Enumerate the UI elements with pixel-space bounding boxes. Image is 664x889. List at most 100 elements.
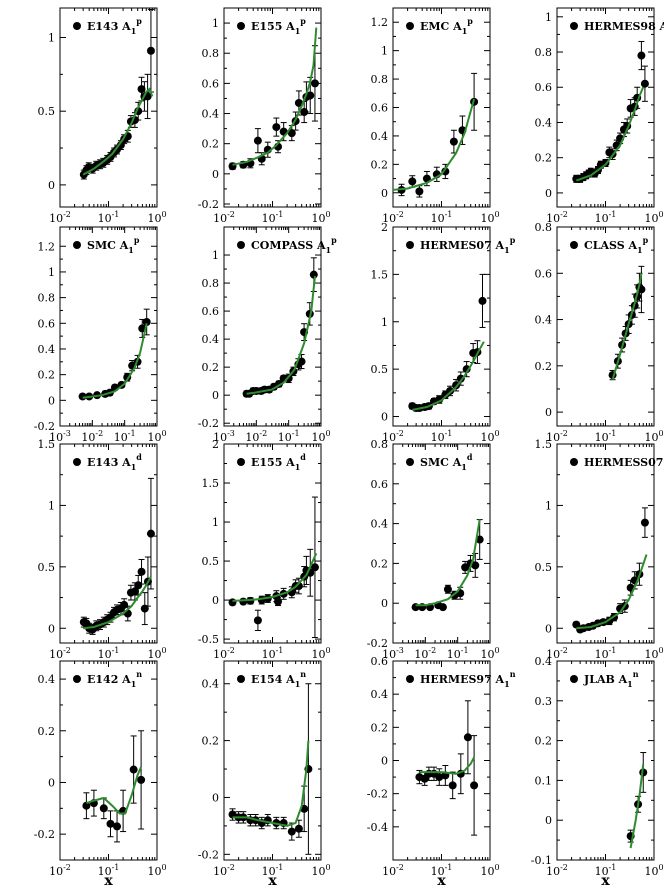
panel-15: 10-2 10-1 100 -0.4 -0.2 0 0.2 0.4 0.6 HERMES97 A1…: [367, 655, 516, 889]
x-tick-label: 10-1: [431, 210, 453, 225]
data-point: [446, 386, 455, 395]
x-tick-label: 10-2: [546, 210, 568, 225]
x-tick-label: 100: [480, 646, 499, 661]
panel-11: 10-3 10-2 10-1 100 -0.2 0 0.2 0.4 0.6 0.8 SMC A1d: [367, 438, 500, 661]
data-point: [137, 775, 146, 784]
y-tick-label: 0.8: [202, 277, 220, 290]
plot-content: [608, 265, 646, 381]
x-tick-label: 10-2: [382, 863, 404, 878]
panel-7: 10-2 10-1 100 0 0.5 1 1.5 2 HERMES07 A1p: [371, 221, 516, 444]
data-point: [294, 98, 303, 107]
y-tick-label: -0.4: [367, 821, 388, 834]
x-tick-label: 10-2: [81, 429, 103, 444]
plot-content: [79, 8, 155, 180]
plot-content: [626, 752, 648, 849]
x-tick-label: 10-1: [114, 429, 136, 444]
plot-frame: [59, 226, 158, 427]
y-tick-label: 0: [545, 814, 552, 827]
data-point: [478, 296, 487, 305]
y-tick-label: -0.2: [198, 848, 219, 861]
x-tick-label: 10-1: [262, 646, 284, 661]
x-tick-label: 100: [480, 863, 499, 878]
y-tick-label: 1: [545, 499, 552, 512]
y-tick-label: 0.5: [38, 105, 56, 118]
y-tick-label: 0.3: [535, 695, 553, 708]
legend-marker: [237, 675, 245, 683]
data-point: [99, 804, 108, 813]
legend-label: E154 A1n: [251, 669, 306, 689]
legend-label: SMC A1d: [420, 452, 473, 472]
x-tick-label: 100: [147, 863, 166, 878]
legend-marker: [237, 241, 245, 249]
y-tick-label: -0.2: [34, 828, 55, 841]
x-tick-label: 10-1: [595, 863, 617, 878]
legend-label: HERMES98 A1p: [584, 16, 664, 36]
y-tick-label: 0.2: [202, 138, 220, 151]
x-tick-label: 10-2: [213, 646, 235, 661]
y-tick-label: 0.2: [202, 361, 220, 374]
y-tick-label: 0: [212, 594, 219, 607]
x-tick-label: 10-2: [414, 646, 436, 661]
data-point: [253, 616, 262, 625]
x-tick-label: 100: [311, 429, 330, 444]
plot-frame: [223, 226, 322, 427]
panel-1: 10-2 10-1 100 0 0.5 1 E143 A1p: [38, 7, 167, 225]
y-tick-label: 0.5: [371, 363, 389, 376]
fit-curve: [575, 86, 645, 182]
legend-marker: [73, 458, 81, 466]
fit-curve: [629, 764, 645, 849]
y-tick-label: 0.4: [202, 108, 220, 121]
panel-13: 10-2 10-1 100 -0.2 0 0.2 0.4 E142 A1n x: [34, 660, 167, 889]
x-tick-label: 10-3: [213, 429, 235, 444]
panel-9: 10-2 10-1 100 0 0.5 1 1.5 E143 A1d: [38, 438, 167, 661]
data-point: [113, 822, 122, 831]
data-point: [470, 781, 479, 790]
x-tick-label: 100: [644, 646, 663, 661]
legend-label: EMC A1p: [420, 16, 473, 36]
plot-content: [228, 27, 319, 171]
y-tick-label: 0: [48, 394, 55, 407]
x-tick-label: 10-2: [49, 863, 71, 878]
x-tick-label: 100: [480, 210, 499, 225]
x-tick-label: 10-2: [49, 210, 71, 225]
y-tick-label: 0: [212, 389, 219, 402]
x-tick-label: 10-2: [213, 863, 235, 878]
panel-4: 10-2 10-1 100 0 0.2 0.4 0.6 0.8 1 HERMES98 A1p: [535, 7, 664, 225]
plot-content: [415, 700, 479, 836]
data-point: [441, 167, 450, 176]
y-tick-label: 0.2: [371, 158, 389, 171]
y-tick-label: 0: [381, 187, 388, 200]
fit-curve: [82, 87, 154, 176]
y-tick-label: 0.4: [38, 343, 56, 356]
legend-marker: [237, 458, 245, 466]
fit-curve: [576, 554, 648, 630]
x-tick-label: 10-3: [49, 429, 71, 444]
y-tick-label: 0: [212, 168, 219, 181]
y-tick-label: 0.6: [202, 305, 220, 318]
y-tick-label: -0.2: [198, 198, 219, 211]
y-tick-label: 0.4: [202, 678, 220, 691]
x-tick-label: 100: [311, 210, 330, 225]
data-point: [287, 129, 296, 138]
plot-frame: [223, 443, 322, 644]
y-tick-label: 0.2: [535, 152, 553, 165]
fit-curve: [419, 756, 475, 775]
y-tick-label: 0.5: [535, 561, 553, 574]
data-point: [462, 365, 471, 374]
data-point: [471, 561, 480, 570]
data-point: [274, 597, 283, 606]
y-tick-label: 0.8: [371, 73, 389, 86]
data-point: [309, 270, 318, 279]
plot-frame: [556, 443, 655, 644]
plot-content: [408, 273, 487, 412]
data-point: [272, 123, 281, 132]
y-tick-label: 0.5: [38, 561, 56, 574]
x-tick-label: 10-2: [546, 863, 568, 878]
y-tick-label: 0.4: [371, 518, 389, 531]
data-point: [134, 581, 143, 590]
y-tick-label: -0.2: [367, 788, 388, 801]
y-tick-label: 2: [212, 438, 219, 451]
data-point: [435, 773, 444, 782]
plot-content: [572, 40, 649, 183]
